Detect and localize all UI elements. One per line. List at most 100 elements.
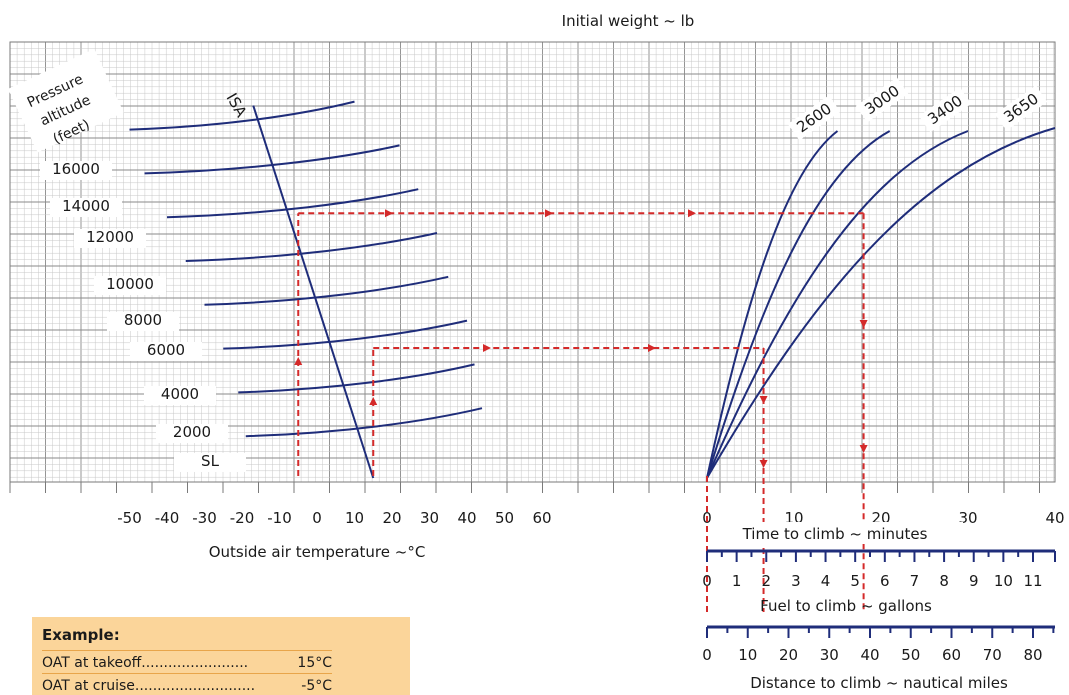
x-tick-label: 50 [495, 509, 514, 527]
weight-curves [706, 127, 1056, 479]
plot-frame [9, 41, 1056, 483]
distance-tick-label: 20 [779, 646, 798, 664]
distance-tick-label: 80 [1023, 646, 1042, 664]
isa-label: ISA [223, 90, 251, 121]
example-arrow [294, 357, 303, 365]
example-arrow [759, 460, 768, 468]
example-paths [294, 209, 868, 612]
fuel-tick-label: 7 [910, 572, 920, 590]
example-row-value: 15°C [297, 655, 332, 671]
x-tick-label: 40 [1045, 509, 1064, 527]
example-arrow [483, 344, 491, 352]
distance-tick-label: 70 [983, 646, 1002, 664]
example-title: Example: [42, 626, 120, 644]
altitude-label-bg [174, 453, 246, 472]
altitude-label: 12000 [86, 228, 134, 246]
x-tick-label: -10 [267, 509, 292, 527]
fuel-tick-label: 5 [850, 572, 860, 590]
fuel-tick-label: 3 [791, 572, 801, 590]
altitude-label-bg [107, 312, 179, 331]
altitude-label-bg [50, 198, 122, 217]
example-row-takeoff: OAT at takeoff........................ 1… [42, 650, 332, 671]
weight-curve [706, 130, 891, 479]
corner-label-bg [8, 48, 124, 153]
altitude-label-bg [156, 424, 228, 443]
altitude-label-bg [144, 386, 216, 405]
altitude-label: 10000 [106, 275, 154, 293]
altitude-curves [129, 100, 483, 438]
x-tick-label: 0 [312, 509, 322, 527]
distance-tick-label: 40 [860, 646, 879, 664]
x-tick-label: 30 [958, 509, 977, 527]
altitude-label: 16000 [52, 160, 100, 178]
fuel-tick-label: 11 [1023, 572, 1042, 590]
axis-ticks [9, 482, 1040, 493]
weight-label-bg [855, 77, 909, 123]
fuel-tick-label: 4 [821, 572, 831, 590]
x-tick-label: 20 [382, 509, 401, 527]
altitude-curve [223, 319, 468, 350]
example-arrow [688, 209, 696, 218]
altitude-label: 4000 [161, 385, 199, 403]
x-tick-label: -40 [155, 509, 180, 527]
distance-tick-label: 0 [702, 646, 712, 664]
altitude-curve [204, 275, 449, 306]
example-row-value: -5°C [301, 678, 332, 694]
altitude-label: SL [201, 452, 220, 470]
distance-scale-label: Distance to climb ~ nautical miles [750, 674, 1008, 692]
example-arrow [859, 445, 868, 453]
altitude-curve [245, 407, 483, 438]
x-tick-label: -20 [230, 509, 255, 527]
altitude-curve [238, 363, 475, 394]
weight-curve [706, 127, 1056, 479]
weight-label-bg [787, 95, 841, 141]
altitude-curve [185, 232, 438, 262]
isa-line [252, 105, 375, 479]
fuel-tick-label: 9 [969, 572, 979, 590]
weight-curve [706, 130, 839, 479]
example-row-label: OAT at cruise........................... [42, 678, 256, 694]
x-tick-label: 30 [420, 509, 439, 527]
fuel-tick-label: 10 [994, 572, 1013, 590]
x-tick-label: 10 [345, 509, 364, 527]
grid [9, 41, 1055, 482]
example-arrow [859, 320, 868, 328]
altitude-label: 2000 [173, 423, 211, 441]
x-tick-label: 40 [457, 509, 476, 527]
weight-label-bg [918, 87, 972, 133]
example-arrow [385, 209, 393, 218]
altitude-curve [166, 188, 419, 219]
example-arrow [369, 397, 378, 405]
x-axis-label-temperature: Outside air temperature ~°C [209, 543, 426, 561]
fuel-tick-label: 2 [761, 572, 771, 590]
fuel-scale-label: Fuel to climb ~ gallons [760, 597, 932, 615]
distance-scale [706, 625, 1055, 638]
distance-tick-label: 30 [820, 646, 839, 664]
example-arrow [545, 209, 553, 218]
weight-curve [706, 130, 969, 479]
fuel-tick-label: 0 [702, 572, 712, 590]
altitude-label: 8000 [124, 311, 162, 329]
altitude-label-bg [74, 229, 146, 248]
x-tick-label: -50 [117, 509, 142, 527]
altitude-label: 14000 [62, 197, 110, 215]
distance-tick-label: 50 [901, 646, 920, 664]
fuel-tick-label: 6 [880, 572, 890, 590]
altitude-label-bg [130, 342, 202, 361]
altitude-label: 6000 [147, 341, 185, 359]
example-arrow [648, 344, 656, 352]
example-row-label: OAT at takeoff........................ [42, 655, 249, 671]
fuel-scale [706, 549, 1056, 562]
example-box: Example: OAT at takeoff.................… [32, 617, 410, 695]
fuel-tick-label: 8 [939, 572, 949, 590]
example-row-cruise: OAT at cruise...........................… [42, 673, 332, 694]
altitude-curve [129, 100, 355, 131]
altitude-label-bg [94, 276, 166, 295]
x-tick-label: -30 [192, 509, 217, 527]
fuel-tick-label: 1 [732, 572, 742, 590]
x-axis-label-time: Time to climb ~ minutes [742, 525, 928, 543]
altitude-label-bg [40, 161, 112, 180]
weight-label-bg [994, 85, 1048, 131]
